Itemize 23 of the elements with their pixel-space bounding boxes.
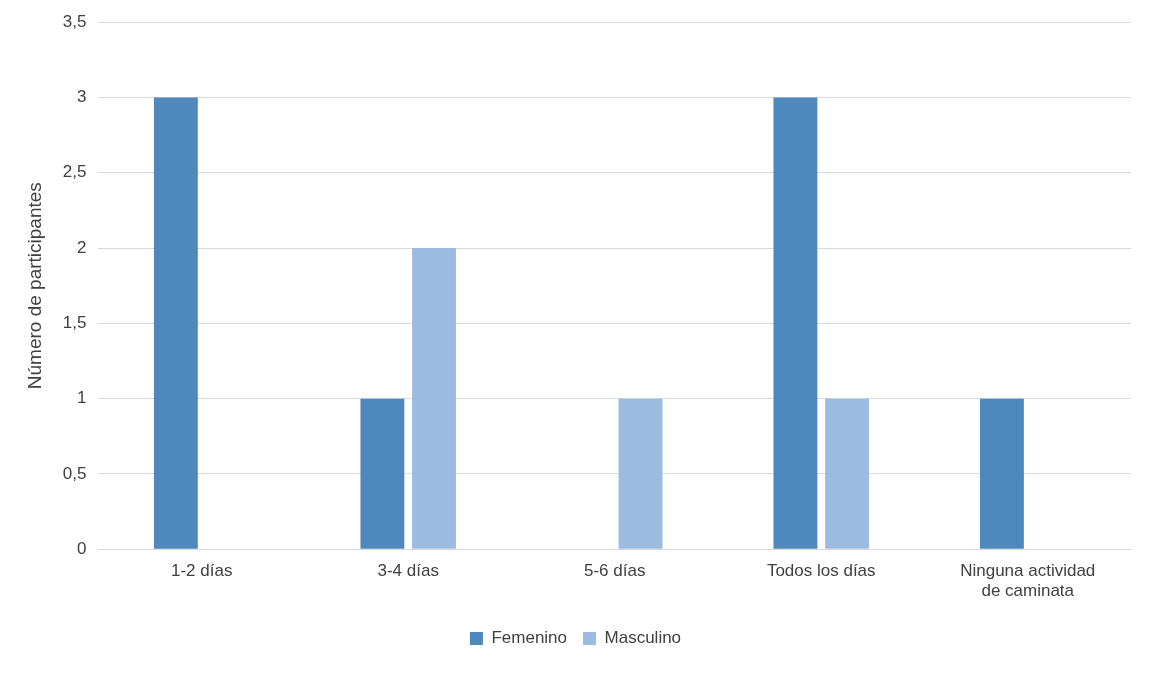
legend-label: Femenino xyxy=(491,628,568,648)
y-tick-label: 3,5 xyxy=(62,11,87,31)
bar xyxy=(153,97,198,549)
y-tick-label: 0,5 xyxy=(62,463,87,483)
x-tick-label: 5-6 días xyxy=(584,561,646,581)
y-tick-label: 3 xyxy=(76,87,87,107)
bar xyxy=(412,248,456,549)
y-axis-title: Número de participantes xyxy=(23,182,45,390)
bar xyxy=(825,398,869,549)
bar xyxy=(979,398,1024,549)
x-tick-label: 3-4 días xyxy=(377,561,439,581)
y-tick-label: 0 xyxy=(76,538,87,558)
bar xyxy=(618,398,663,549)
legend-label: Masculino xyxy=(604,628,682,648)
x-tick-label: Todos los días xyxy=(766,561,876,581)
y-tick-label: 2,5 xyxy=(62,162,87,182)
x-tick-label: Ninguna actividad de caminata xyxy=(960,561,1096,601)
x-tick-label: 1-2 días xyxy=(170,561,233,581)
bar xyxy=(360,398,405,549)
y-tick-label: 1 xyxy=(76,388,87,408)
bar xyxy=(773,97,818,549)
y-tick-label: 1,5 xyxy=(62,313,87,333)
y-tick-label: 2 xyxy=(76,237,87,257)
